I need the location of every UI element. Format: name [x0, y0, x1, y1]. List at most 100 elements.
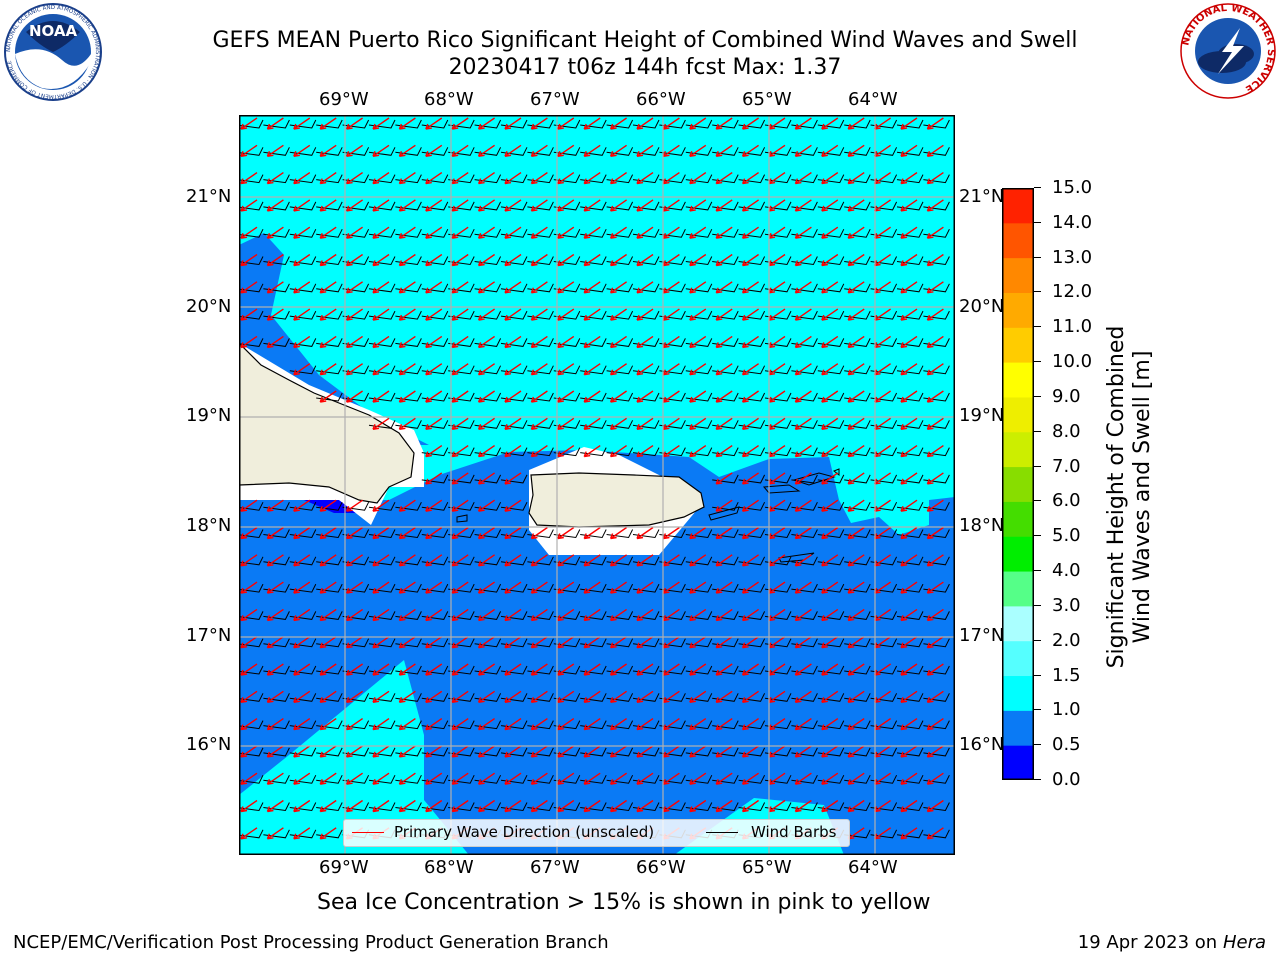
- virgin-islands-2: [792, 472, 836, 486]
- wave-direction-arrow: [477, 690, 495, 703]
- lat-label-right-17n: 17°N: [959, 625, 1005, 646]
- wave-direction-arrow: [662, 363, 680, 376]
- colorbar-tick-mark: [1034, 779, 1041, 780]
- colorbar-tick-mark: [1034, 395, 1041, 397]
- wave-direction-arrow: [821, 390, 839, 403]
- wave-direction-arrow: [821, 417, 839, 430]
- wave-direction-arrow: [293, 253, 311, 267]
- wave-direction-arrow: [662, 608, 680, 622]
- wave-direction-arrow: [240, 526, 258, 540]
- wave-direction-arrow: [372, 417, 390, 430]
- wave-direction-arrow: [662, 718, 680, 731]
- wave-direction-arrow: [372, 117, 390, 130]
- colorbar-tick-label: 12.0: [1052, 281, 1093, 303]
- wave-direction-arrow: [266, 526, 284, 540]
- wave-direction-arrow: [293, 281, 311, 294]
- wave-direction-arrow: [689, 144, 707, 157]
- wave-direction-arrow: [504, 445, 522, 458]
- wave-direction-arrow: [847, 745, 865, 758]
- wave-direction-arrow: [662, 281, 680, 294]
- wave-direction-arrow: [504, 608, 522, 622]
- wave-direction-arrow: [821, 554, 839, 567]
- wave-direction-arrow: [689, 226, 707, 239]
- wave-direction-arrow: [741, 526, 759, 540]
- wave-direction-arrow: [293, 526, 311, 540]
- wave-direction-arrow: [240, 799, 258, 813]
- wave-direction-arrow: [926, 144, 944, 157]
- wave-direction-arrow: [583, 608, 601, 622]
- wave-direction-arrow: [794, 253, 812, 267]
- wave-direction-arrow: [609, 417, 627, 430]
- colorbar-segment: [1002, 431, 1034, 468]
- wave-direction-arrow: [794, 663, 812, 676]
- wave-direction-arrow: [557, 608, 575, 622]
- wave-direction-arrow: [900, 827, 918, 840]
- footer-host: Hera: [1222, 932, 1266, 953]
- wave-direction-arrow: [451, 172, 469, 185]
- wave-direction-arrow: [451, 690, 469, 703]
- wave-direction-arrow: [240, 172, 258, 185]
- wave-direction-arrow: [266, 772, 284, 785]
- colorbar-tick-label: 3.0: [1052, 594, 1081, 616]
- hispaniola-land: [239, 342, 415, 504]
- wave-direction-arrow: [741, 554, 759, 567]
- wave-direction-arrow: [530, 172, 548, 185]
- wave-direction-arrow: [583, 772, 601, 785]
- lat-label-right-21n: 21°N: [959, 186, 1005, 207]
- wave-direction-arrow: [451, 417, 469, 430]
- wave-direction-arrow: [530, 281, 548, 294]
- wave-direction-arrow: [715, 308, 733, 321]
- wave-direction-arrow: [926, 772, 944, 785]
- colorbar-segment: [1002, 396, 1034, 433]
- lon-label-top-64w: 64°W: [848, 89, 898, 110]
- colorbar-tick-label: 5.0: [1052, 525, 1081, 547]
- wave-direction-arrow: [240, 636, 258, 649]
- wave-direction-arrow: [662, 663, 680, 676]
- lat-label-left-21n: 21°N: [186, 186, 232, 207]
- wave-direction-arrow: [240, 335, 258, 349]
- wave-direction-arrow: [847, 363, 865, 376]
- wave-direction-arrow: [266, 199, 284, 212]
- wave-direction-arrow: [900, 472, 918, 485]
- wave-direction-arrow: [715, 199, 733, 212]
- colorbar-tick-label: 11.0: [1052, 316, 1093, 338]
- wave-direction-arrow: [609, 253, 627, 267]
- wave-direction-arrow: [926, 581, 944, 594]
- wave-direction-arrow: [715, 799, 733, 813]
- wave-direction-arrow: [240, 745, 258, 758]
- wave-direction-arrow: [715, 663, 733, 676]
- wave-direction-arrow: [425, 690, 443, 703]
- wave-direction-arrow: [477, 117, 495, 130]
- wave-direction-arrow: [715, 253, 733, 267]
- wave-direction-arrow: [557, 690, 575, 703]
- wave-direction-arrow: [372, 718, 390, 731]
- wave-direction-arrow: [847, 335, 865, 349]
- wave-direction-arrow: [557, 281, 575, 294]
- colorbar-tick-label: 4.0: [1052, 560, 1081, 582]
- wave-direction-arrow: [477, 281, 495, 294]
- wave-direction-arrow: [636, 526, 654, 540]
- wave-direction-arrow: [425, 144, 443, 157]
- wave-direction-arrow: [900, 690, 918, 703]
- colorbar-segment: [1002, 710, 1034, 746]
- colorbar-segment: [1002, 536, 1034, 572]
- wave-direction-arrow: [636, 281, 654, 294]
- wave-direction-arrow: [689, 445, 707, 458]
- wave-direction-arrow: [662, 554, 680, 567]
- wave-direction-arrow: [477, 390, 495, 403]
- wave-direction-arrow: [319, 690, 337, 703]
- colorbar-tick-mark: [1034, 535, 1041, 537]
- wave-direction-arrow: [345, 526, 363, 540]
- wave-direction-arrow: [847, 445, 865, 458]
- wave-direction-arrow: [398, 144, 416, 157]
- lat-label-right-19n: 19°N: [959, 405, 1005, 426]
- chart-title-line1: GEFS MEAN Puerto Rico Significant Height…: [212, 28, 1078, 53]
- wave-direction-arrow: [900, 117, 918, 130]
- wave-direction-arrow: [741, 281, 759, 294]
- wave-direction-arrow: [266, 144, 284, 157]
- wave-direction-arrow: [345, 608, 363, 622]
- colorbar-segment: [1002, 257, 1034, 293]
- wave-direction-arrow: [741, 799, 759, 813]
- wave-direction-arrow: [451, 554, 469, 567]
- wave-direction-arrow: [741, 308, 759, 321]
